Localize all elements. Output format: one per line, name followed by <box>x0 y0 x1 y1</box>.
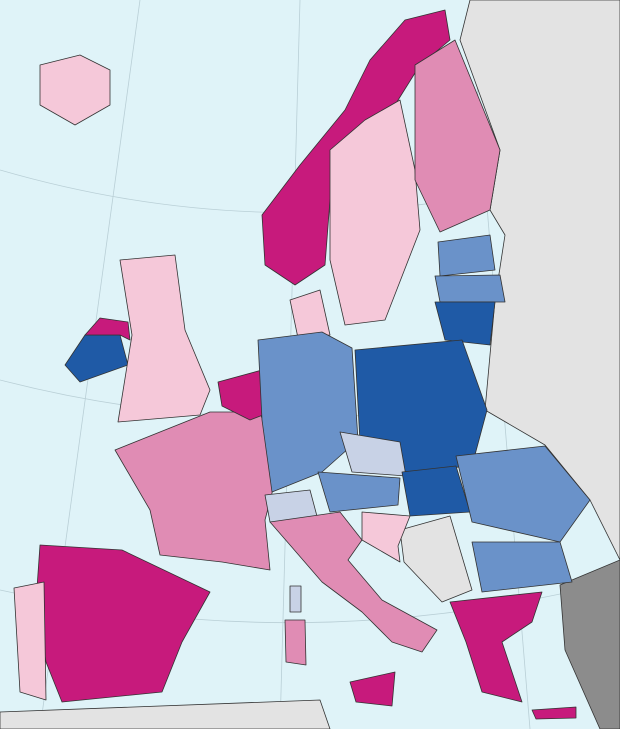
region <box>455 445 591 543</box>
region <box>261 9 451 286</box>
region <box>531 706 577 720</box>
region <box>39 54 111 126</box>
region <box>434 274 506 303</box>
region <box>257 331 359 493</box>
region <box>289 289 331 339</box>
region <box>84 317 131 341</box>
non-eu-land <box>399 515 473 603</box>
non-eu-land <box>559 559 620 729</box>
region <box>471 541 573 593</box>
region <box>414 39 501 233</box>
region <box>117 254 211 423</box>
region <box>289 585 302 613</box>
region <box>349 671 396 707</box>
non-eu-land <box>0 699 331 729</box>
region <box>13 581 47 701</box>
region <box>361 511 411 563</box>
region <box>434 301 496 346</box>
region <box>64 334 129 383</box>
region <box>284 619 307 666</box>
region <box>317 471 401 513</box>
non-eu-land <box>459 0 620 561</box>
region <box>449 591 543 703</box>
region <box>269 511 438 653</box>
region <box>329 99 421 326</box>
region <box>437 234 496 277</box>
